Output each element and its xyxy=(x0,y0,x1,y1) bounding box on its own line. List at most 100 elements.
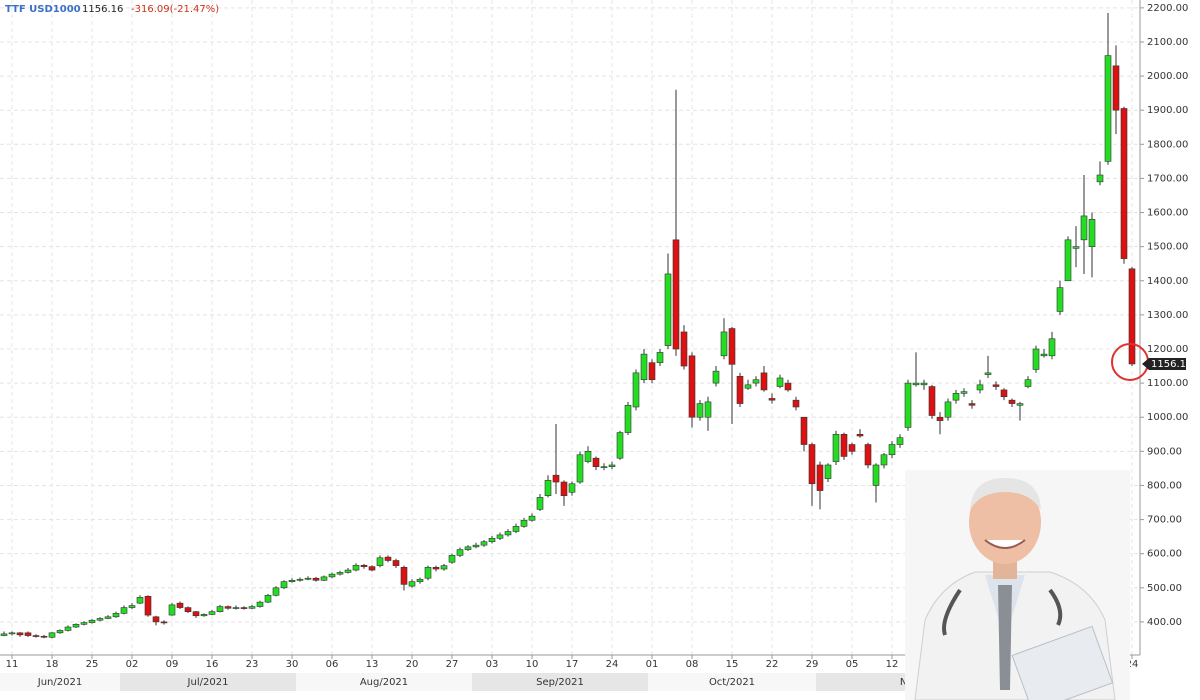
candle-body xyxy=(104,616,112,619)
x-tick-label: 09 xyxy=(166,659,179,670)
candle-body xyxy=(1104,55,1112,162)
candle-body xyxy=(0,633,8,636)
candle-body xyxy=(992,384,1000,387)
candle-body xyxy=(656,352,664,363)
x-tick-label: 02 xyxy=(126,659,139,670)
candle-body xyxy=(552,474,560,483)
x-tick-label: 27 xyxy=(446,659,459,670)
candle-body xyxy=(488,538,496,543)
candle-body xyxy=(920,382,928,386)
x-tick-label: 24 xyxy=(1126,659,1139,670)
candle-body xyxy=(736,375,744,404)
candle-body xyxy=(240,607,248,609)
x-tick-label: 29 xyxy=(806,659,819,670)
candle-body xyxy=(160,621,168,624)
x-tick-label: 05 xyxy=(846,659,859,670)
candle-body xyxy=(704,401,712,418)
candle-body xyxy=(584,451,592,462)
last-price-label: 1156.16 xyxy=(1151,359,1192,370)
candle-body xyxy=(272,587,280,596)
candle-body xyxy=(216,606,224,612)
candle-body xyxy=(872,464,880,486)
candle-body xyxy=(800,416,808,445)
candle-body xyxy=(600,466,608,468)
y-tick-label: 500.00 xyxy=(1147,583,1182,594)
candle-body xyxy=(472,544,480,548)
candle-body xyxy=(544,480,552,496)
candle-body xyxy=(1120,108,1128,259)
candle-body xyxy=(352,564,360,571)
month-band xyxy=(120,673,296,691)
y-tick-label: 1400.00 xyxy=(1147,276,1188,287)
candle-body xyxy=(512,526,520,532)
x-tick-label: 16 xyxy=(206,659,219,670)
candle-body xyxy=(1088,219,1096,247)
x-tick-label: 24 xyxy=(606,659,619,670)
y-tick-label: 1100.00 xyxy=(1147,378,1188,389)
candle-body xyxy=(832,433,840,462)
candle-body xyxy=(1000,389,1008,398)
candle-body xyxy=(952,393,960,401)
candle-body xyxy=(112,613,120,618)
candle-body xyxy=(120,607,128,614)
x-tick-label: 03 xyxy=(486,659,499,670)
candle-body xyxy=(296,578,304,581)
candle-body xyxy=(144,596,152,616)
candle-body xyxy=(888,444,896,456)
candle-body xyxy=(760,372,768,391)
tie xyxy=(998,585,1012,690)
candle-body xyxy=(336,572,344,575)
candle-body xyxy=(824,464,832,479)
candle-body xyxy=(520,519,528,527)
y-tick-label: 800.00 xyxy=(1147,480,1182,491)
candle-body xyxy=(840,433,848,457)
candle-body xyxy=(368,566,376,571)
candle-body xyxy=(152,616,160,623)
x-tick-label: 23 xyxy=(246,659,259,670)
candle-body xyxy=(752,379,760,384)
month-label: Oct/2021 xyxy=(709,677,755,688)
candle-body xyxy=(592,457,600,467)
last-price: 1156.16 xyxy=(82,4,123,15)
candle-body xyxy=(88,619,96,623)
month-label: Jun/2021 xyxy=(37,677,82,688)
candle-body xyxy=(200,614,208,617)
candle-body xyxy=(232,607,240,609)
candle-body xyxy=(64,626,72,631)
x-tick-label: 30 xyxy=(286,659,299,670)
candle-body xyxy=(32,635,40,637)
candle-body xyxy=(320,576,328,581)
candle-body xyxy=(576,454,584,483)
candle-body xyxy=(672,239,680,350)
x-tick-label: 13 xyxy=(366,659,379,670)
candle-body xyxy=(136,597,144,604)
candle-body xyxy=(632,372,640,408)
candle-body xyxy=(1072,246,1080,249)
candle-body xyxy=(360,564,368,567)
candle-body xyxy=(40,635,48,638)
candle-body xyxy=(856,433,864,437)
candle-body xyxy=(432,567,440,570)
candle-body xyxy=(744,384,752,389)
candle-body xyxy=(344,569,352,573)
candle-body xyxy=(256,601,264,607)
candle-body xyxy=(16,632,24,636)
candle-body xyxy=(48,632,56,638)
candle-body xyxy=(936,416,944,421)
x-tick-label: 15 xyxy=(726,659,739,670)
candle-body xyxy=(392,560,400,566)
grid xyxy=(0,0,1140,655)
candle-body xyxy=(696,403,704,418)
x-tick-label: 12 xyxy=(886,659,899,670)
candle-body xyxy=(904,382,912,428)
last-price-tag: 1156.16 xyxy=(1142,357,1192,370)
month-band xyxy=(472,673,648,691)
candle-body xyxy=(1008,399,1016,404)
candle-body xyxy=(72,623,80,628)
y-tick-label: 1700.00 xyxy=(1147,173,1188,184)
candle-body xyxy=(640,353,648,380)
month-band xyxy=(296,673,472,691)
candle-body xyxy=(464,546,472,550)
y-tick-label: 600.00 xyxy=(1147,549,1182,560)
candle-body xyxy=(192,611,200,617)
